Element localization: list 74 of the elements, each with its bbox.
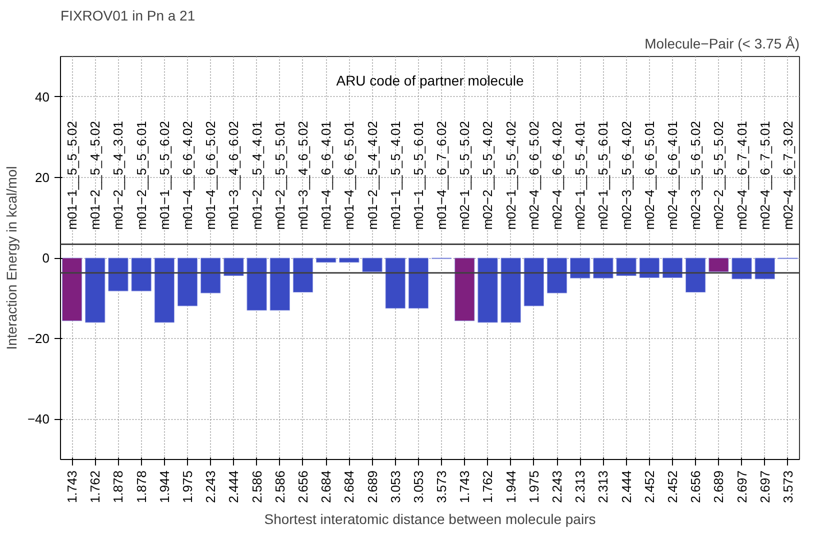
annotation: m02−4__6_6_5.01 [642,120,657,230]
annotation: m02−4__6_7_4.01 [734,120,750,230]
annotation: m02−3__5_6_4.02 [618,120,634,230]
annotation: m01−1__5_5_6.01 [410,120,426,230]
x-tick-label: 2.656 [295,470,310,504]
annotation: m01−3__4_6_6.02 [226,120,242,230]
x-tick-label: 1.762 [480,470,496,504]
annotation: m01−2__5_4_4.01 [249,120,264,230]
x-tick-label: 1.762 [88,470,103,504]
annotation: m01−3__4_6_5.02 [295,120,310,230]
annotation: m01−4__6_6_5.02 [203,120,218,230]
x-tick-label: 1.944 [503,470,518,504]
chart-title: FIXROV01 in Pn a 21 [60,8,196,24]
x-tick-label: 2.313 [596,470,611,504]
annotation: m01−1__5_5_6.02 [156,120,172,230]
annotation: m02−1__5_5_6.01 [596,120,611,230]
x-axis-title: Shortest interatomic distance between molecule pairs [264,511,596,528]
x-tick-label: 2.452 [664,470,680,504]
x-tick-label: 1.878 [110,470,126,504]
x-tick-label: 3.573 [780,470,796,504]
annotation: m02−4__6_7_3.02 [780,120,796,230]
x-tick-label: 2.586 [272,470,288,504]
x-tick-label: 2.684 [318,470,334,504]
annotation: m02−1__5_5_5.02 [457,120,472,230]
x-tick-label: 2.243 [203,470,218,504]
annotation: m01−2__5_5_5.01 [272,120,288,230]
x-tick-label: 1.743 [457,470,472,504]
x-tick-label: 3.573 [434,470,450,504]
x-tick-label: 2.656 [688,470,704,504]
annotation: m02−4__6_6_5.02 [526,120,542,230]
y-tick-label: −40 [27,412,50,427]
x-tick-label: 1.944 [156,470,172,504]
annotation: m01−4__6_6_5.01 [342,120,357,230]
annotation: m01−2__5_4_5.02 [88,120,103,230]
x-tick-label: 1.975 [180,470,196,504]
x-tick-label: 1.975 [526,470,542,504]
x-tick-label: 3.053 [388,470,403,504]
x-tick-label: 2.452 [642,470,657,504]
x-tick-label: 2.689 [364,470,380,504]
y-tick-label: 40 [35,89,50,104]
annotation: m02−2__5_5_5.02 [711,120,726,230]
annotation: m01−2__5_4_3.01 [110,120,126,230]
annotation: m01−1__5_5_5.02 [64,120,80,230]
annotation: m02−1__5_5_4.01 [572,120,588,230]
annotation: m01−4__6_7_6.02 [434,120,450,230]
x-tick-label: 1.878 [134,470,149,504]
x-tick-label: 2.313 [572,470,588,504]
y-tick-label: 0 [42,250,50,266]
annotation: m01−2__5_5_6.01 [134,120,149,230]
y-axis-title: Interaction Energy in kcal/mol [3,166,20,350]
x-tick-label: 2.684 [342,470,357,504]
annotation: m01−2__5_4_4.02 [364,120,380,230]
annotation: m02−3__5_6_5.02 [688,120,704,230]
annotation: m02−2__5_5_4.02 [480,120,496,230]
x2-axis-title: ARU code of partner molecule [336,72,524,89]
x-tick-label: 2.444 [226,470,242,504]
x-tick-label: 3.053 [410,470,426,504]
x-tick-label: 2.697 [757,470,772,504]
x-tick-label: 2.444 [618,470,634,504]
chart-subtitle: Molecule−Pair (< 3.75 Å) [644,36,800,52]
y-tick-label: 20 [35,170,50,185]
x-tick-label: 2.689 [711,470,726,504]
annotation: m02−4__6_6_4.02 [550,120,565,230]
x-tick-label: 2.586 [249,470,264,504]
x-tick-label: 2.243 [550,470,565,504]
y-tick-label: −20 [27,331,50,346]
annotation: m02−4__6_6_4.01 [664,120,680,230]
annotation: m02−4__6_7_5.01 [757,120,772,230]
annotation: m01−1__5_5_4.01 [388,120,403,230]
annotation: m01−4__6_6_4.02 [180,120,196,230]
x-tick-label: 2.697 [734,470,750,504]
annotation: m02−1__5_5_4.02 [503,120,518,230]
annotation: m01−4__6_6_4.01 [318,120,334,230]
x-tick-label: 1.743 [64,470,80,504]
